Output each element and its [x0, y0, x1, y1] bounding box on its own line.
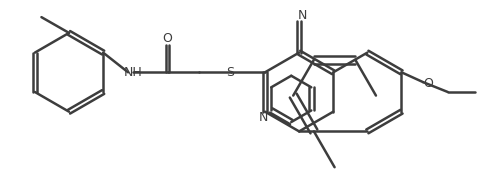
Text: N: N	[258, 111, 267, 124]
Text: S: S	[226, 66, 234, 79]
Text: O: O	[423, 77, 433, 90]
Text: O: O	[162, 32, 172, 45]
Text: N: N	[297, 9, 306, 22]
Text: NH: NH	[123, 66, 142, 79]
